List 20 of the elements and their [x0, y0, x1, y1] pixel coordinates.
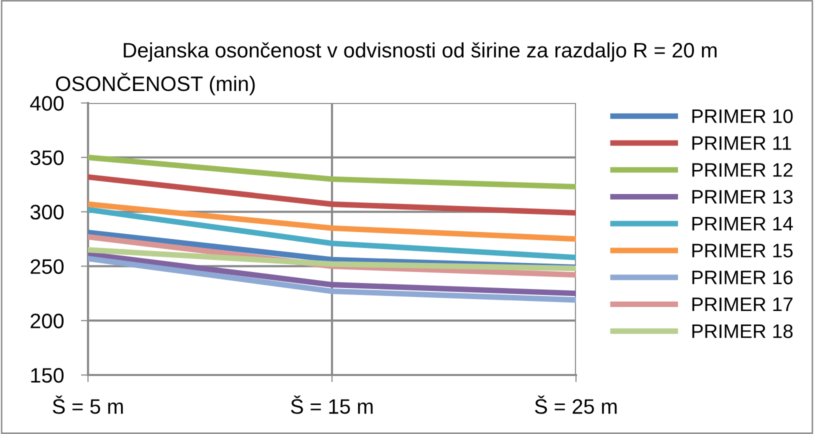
legend-label: PRIMER 14	[692, 217, 793, 230]
x-tick-label: Š = 5 m	[52, 396, 123, 414]
legend-label: PRIMER 16	[692, 270, 793, 284]
legend-label: PRIMER 17	[692, 298, 792, 312]
y-axis-title: OSONČENOST (min)	[56, 72, 255, 96]
legend-label: PRIMER 18	[692, 324, 793, 338]
legend-label: PRIMER 13	[692, 190, 793, 204]
y-tick-label: 350	[30, 150, 64, 166]
y-tick-label: 250	[30, 259, 64, 274]
y-tick-label: 400	[30, 96, 64, 111]
y-tick-label: 150	[31, 368, 64, 383]
legend-label: PRIMER 10	[692, 109, 793, 124]
x-tick-label: Š = 25 m	[534, 396, 617, 414]
y-tick-label: 200	[30, 314, 64, 328]
chart-title: Dejanska osončenost v odvisnosti od širine za razdaljo R = 20 m	[124, 42, 717, 62]
legend-label: PRIMER 11	[692, 136, 792, 150]
x-tick-label: Š = 15 m	[290, 396, 373, 414]
legend-label: PRIMER 15	[692, 244, 793, 258]
legend-label: PRIMER 12	[692, 163, 792, 177]
y-tick-label: 300	[30, 204, 64, 220]
